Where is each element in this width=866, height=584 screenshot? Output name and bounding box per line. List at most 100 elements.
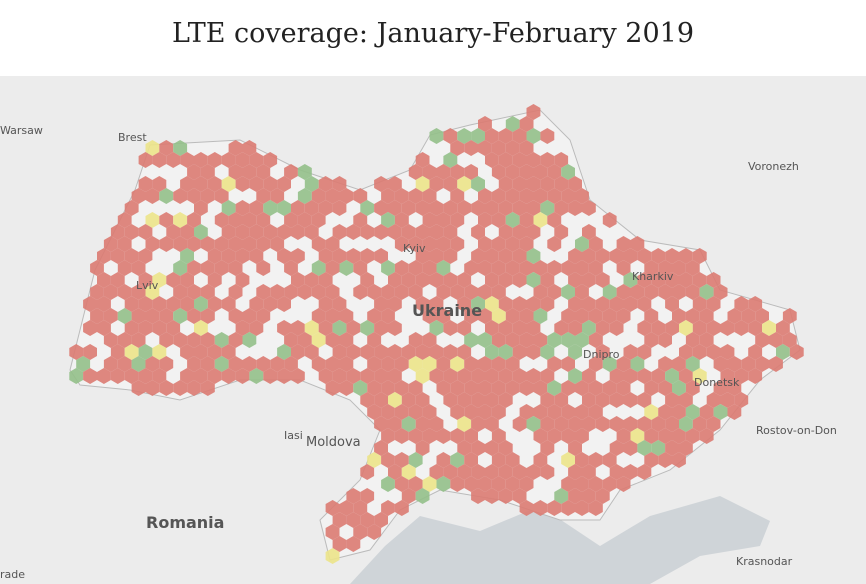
- coverage-hex: [325, 500, 340, 516]
- coverage-hex: [554, 416, 569, 432]
- coverage-hex: [685, 284, 700, 300]
- coverage-hex: [519, 116, 534, 132]
- coverage-hex: [464, 476, 478, 492]
- coverage-hex: [588, 332, 603, 348]
- coverage-hex: [221, 200, 236, 216]
- coverage-hex: [367, 404, 382, 420]
- coverage-hex: [187, 212, 201, 228]
- coverage-hex: [291, 368, 305, 384]
- coverage-hex: [124, 248, 139, 264]
- coverage-hex: [575, 500, 589, 516]
- coverage-hex: [235, 224, 250, 240]
- coverage-hex: [408, 284, 423, 300]
- coverage-hex: [505, 260, 520, 276]
- coverage-hex: [353, 500, 368, 516]
- coverage-hex: [339, 500, 354, 516]
- coverage-hex: [221, 368, 236, 384]
- coverage-hex: [485, 440, 499, 456]
- coverage-hex: [443, 368, 458, 384]
- coverage-hex: [547, 356, 562, 372]
- black-sea: [350, 496, 770, 584]
- coverage-hex: [568, 464, 582, 480]
- coverage-hex: [540, 128, 555, 144]
- coverage-hex: [519, 332, 534, 348]
- coverage-hex: [235, 200, 250, 216]
- coverage-hex: [526, 296, 541, 312]
- coverage-hex: [485, 368, 499, 384]
- coverage-hex: [249, 224, 264, 240]
- coverage-hex: [401, 392, 416, 408]
- coverage-hex: [297, 188, 312, 204]
- coverage-hex: [325, 332, 340, 348]
- coverage-hex: [436, 452, 451, 468]
- coverage-hex: [277, 224, 291, 240]
- coverage-hex: [588, 452, 603, 468]
- title: LTE coverage: January-February 2019: [171, 18, 695, 49]
- coverage-hex: [394, 380, 409, 396]
- coverage-hex: [485, 200, 499, 216]
- coverage-hex: [263, 296, 278, 312]
- coverage-hex: [304, 344, 319, 360]
- coverage-hex: [291, 344, 305, 360]
- coverage-hex: [221, 176, 236, 192]
- coverage-hex: [436, 260, 451, 276]
- coverage-hex: [762, 320, 776, 336]
- coverage-hex: [602, 356, 617, 372]
- coverage-hex: [644, 452, 659, 468]
- coverage-hex: [207, 272, 222, 288]
- coverage-hex: [346, 536, 361, 552]
- coverage-hex: [90, 260, 104, 276]
- coverage-hex: [173, 236, 188, 252]
- coverage-hex: [637, 464, 652, 480]
- coverage-hex: [277, 200, 291, 216]
- coverage-hex: [498, 296, 513, 312]
- coverage-hex: [685, 404, 700, 420]
- coverage-hex: [83, 296, 97, 312]
- coverage-hex: [381, 500, 395, 516]
- coverage-hex: [588, 380, 603, 396]
- coverage-hex: [83, 344, 97, 360]
- coverage-hex: [665, 296, 679, 312]
- coverage-hex: [429, 224, 444, 240]
- coverage-hex: [630, 356, 645, 372]
- coverage-hex: [498, 200, 513, 216]
- coverage-hex: [471, 440, 485, 456]
- coverage-hex: [284, 332, 298, 348]
- coverage-hex: [318, 176, 333, 192]
- coverage-hex: [297, 164, 312, 180]
- coverage-hex: [519, 260, 534, 276]
- coverage-hex: [284, 284, 298, 300]
- coverage-hex: [228, 212, 243, 228]
- coverage-hex: [519, 476, 534, 492]
- coverage-hex: [360, 488, 375, 504]
- coverage-hex: [367, 452, 382, 468]
- coverage-hex: [69, 368, 84, 384]
- coverage-hex: [464, 260, 478, 276]
- coverage-hex: [616, 284, 631, 300]
- coverage-hex: [374, 368, 388, 384]
- coverage-hex: [561, 500, 575, 516]
- coverage-hex: [554, 152, 569, 168]
- coverage-hex: [540, 464, 555, 480]
- coverage-hex: [720, 344, 735, 360]
- coverage-hex: [526, 128, 541, 144]
- coverage-hex: [692, 248, 707, 264]
- coverage-hex: [194, 152, 208, 168]
- coverage-hex: [609, 320, 624, 336]
- coverage-hex: [491, 236, 506, 252]
- coverage-hex: [491, 212, 506, 228]
- coverage-hex: [381, 284, 395, 300]
- coverage-hex: [519, 404, 534, 420]
- coverage-hex: [485, 344, 499, 360]
- coverage-hex: [512, 224, 527, 240]
- coverage-hex: [436, 164, 451, 180]
- coverage-hex: [526, 104, 541, 120]
- coverage-hex: [332, 200, 347, 216]
- coverage-hex: [117, 260, 132, 276]
- coverage-hex: [478, 404, 492, 420]
- coverage-hex: [415, 368, 430, 384]
- coverage-hex: [478, 476, 492, 492]
- coverage-hex: [180, 176, 194, 192]
- coverage-hex: [450, 140, 465, 156]
- coverage-hex: [679, 440, 693, 456]
